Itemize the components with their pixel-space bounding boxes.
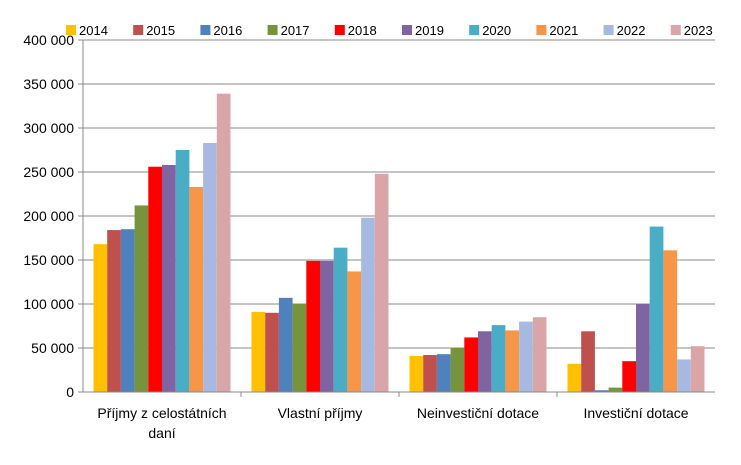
bar-2017-3 (608, 387, 623, 392)
bar-2017-2 (450, 348, 465, 392)
legend-label-2018: 2018 (348, 23, 377, 38)
bar-2015-2 (423, 355, 437, 392)
y-tick-label: 400 000 (23, 32, 74, 48)
y-axis: 0 50 000 100 000 150 000 200 000 250 000 300 0… (23, 32, 84, 400)
bar-2021-3 (663, 250, 678, 392)
legend-label-2023: 2023 (684, 23, 713, 38)
bar-2017-1 (292, 304, 307, 392)
y-tick-label: 250 000 (23, 164, 74, 180)
bar-2023-1 (374, 173, 389, 392)
legend-label-2022: 2022 (617, 23, 646, 38)
legend-swatch-2015 (133, 25, 144, 35)
legend-swatch-2021 (536, 25, 547, 35)
bar-2018-0 (148, 166, 162, 392)
bar-2023-2 (532, 317, 547, 392)
bar-2017-0 (134, 205, 149, 392)
legend-swatch-2016 (200, 25, 211, 35)
bar-2015-3 (581, 331, 595, 392)
y-tick-label: 100 000 (23, 296, 74, 312)
bar-2022-1 (361, 217, 375, 392)
legend-swatch-2018 (334, 25, 345, 35)
legend-swatch-2020 (469, 25, 480, 35)
legend: 2014 2015 2016 2017 2018 2019 2020 2021 2022 2023 (66, 23, 713, 38)
x-tick-label: Vlastní příjmy (278, 405, 363, 421)
bar-2023-3 (690, 346, 705, 392)
x-tick-label: Investiční dotace (583, 405, 688, 421)
bar-2022-0 (203, 142, 217, 392)
legend-label-2016: 2016 (213, 23, 242, 38)
bar-2020-2 (491, 325, 506, 392)
bar-2021-0 (189, 186, 204, 392)
x-tick-label: Neinvestiční dotace (417, 405, 539, 421)
x-axis: Příjmy z celostátních daní Vlastní příjmy N… (83, 391, 715, 441)
legend-swatch-2017 (267, 25, 278, 35)
bar-2019-1 (320, 260, 334, 392)
bar-2019-0 (162, 164, 176, 392)
bar-2022-2 (519, 321, 533, 392)
y-tick-label: 0 (66, 384, 74, 400)
bar-2020-3 (649, 226, 664, 392)
y-tick-label: 150 000 (23, 252, 74, 268)
legend-swatch-2014 (66, 25, 76, 35)
legend-swatch-2019 (402, 25, 412, 35)
bar-2016-0 (120, 229, 135, 392)
legend-label-2020: 2020 (482, 23, 511, 38)
bar-2014-0 (93, 244, 108, 392)
legend-label-2019: 2019 (415, 23, 444, 38)
bar-2023-0 (216, 93, 231, 393)
bar-2018-3 (622, 361, 636, 392)
bar-2018-2 (464, 337, 478, 392)
y-tick-label: 200 000 (23, 208, 74, 224)
bar-2014-2 (409, 355, 424, 392)
bar-2016-3 (594, 390, 609, 392)
bar-2016-1 (278, 297, 293, 392)
bar-2015-0 (107, 230, 121, 392)
legend-label-2015: 2015 (146, 23, 175, 38)
bars (93, 93, 705, 393)
bar-2016-2 (436, 354, 451, 392)
bar-2022-3 (677, 359, 691, 392)
y-tick-label: 300 000 (23, 120, 74, 136)
legend-label-2014: 2014 (79, 23, 108, 38)
legend-swatch-2022 (603, 25, 614, 35)
bar-2019-3 (636, 304, 650, 392)
bar-2021-2 (505, 330, 520, 392)
bar-2018-1 (306, 260, 320, 392)
bar-2020-0 (175, 150, 190, 392)
bar-2015-1 (265, 312, 279, 392)
bar-2021-1 (347, 271, 362, 392)
bar-2020-1 (333, 247, 348, 392)
legend-label-2021: 2021 (549, 23, 578, 38)
y-tick-label: 50 000 (31, 340, 74, 356)
x-tick-label: Příjmy z celostátních (97, 405, 226, 421)
y-tick-label: 350 000 (23, 76, 74, 92)
bar-2014-3 (567, 363, 582, 392)
legend-label-2017: 2017 (281, 23, 310, 38)
legend-swatch-2023 (670, 25, 681, 35)
bar-2019-2 (478, 331, 492, 392)
x-tick-label: daní (148, 425, 175, 441)
bar-2014-1 (251, 311, 266, 392)
